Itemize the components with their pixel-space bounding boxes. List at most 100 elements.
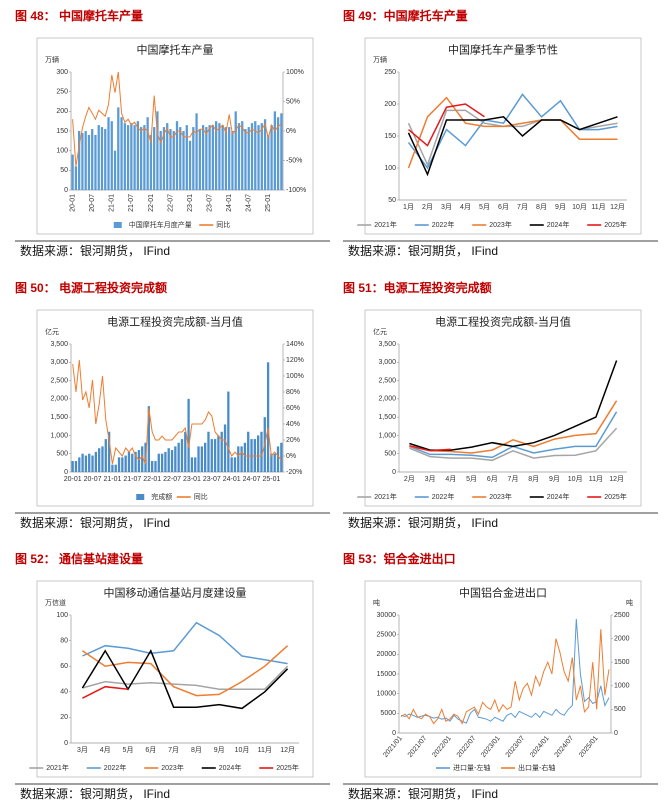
bar [197, 446, 200, 472]
x-tick-label: 6月 [145, 746, 156, 754]
legend-label: 2022年 [104, 763, 127, 772]
bar [160, 453, 164, 472]
x-tick-label: 12月 [610, 203, 625, 211]
x-tick-label: 20-07 [84, 476, 102, 483]
bar [179, 127, 182, 190]
x-tick-label: 2月 [404, 475, 415, 483]
bar [91, 129, 94, 190]
bar [237, 123, 241, 190]
x-tick-label: 22-07 [163, 476, 181, 483]
bar [126, 125, 130, 190]
bar [107, 431, 111, 472]
x-tick-label: 21-07 [128, 194, 135, 212]
line-series [409, 444, 451, 452]
bar [143, 125, 146, 190]
bar [120, 117, 123, 190]
bar [88, 453, 91, 472]
bar [260, 431, 263, 472]
bar [153, 127, 156, 190]
y-tick-label: 3,000 [50, 359, 68, 366]
bar [205, 127, 208, 190]
chart-title: 中国摩托车产量季节性 [448, 43, 558, 57]
bar [150, 461, 154, 472]
bar [280, 442, 283, 472]
bar [167, 448, 170, 472]
bar [154, 461, 157, 472]
y-tick-label: 3,000 [378, 359, 396, 366]
y2-tick-label: -50% [286, 157, 302, 164]
y2-tick-label: 20% [286, 437, 300, 444]
x-tick-label: 10月 [568, 475, 583, 483]
bar [273, 111, 276, 190]
x-tick-label: 8月 [536, 203, 547, 211]
y-unit: 亿元 [373, 327, 387, 336]
y-tick-label: 200 [56, 108, 68, 115]
y-tick-label: 150 [56, 128, 68, 135]
bar [210, 439, 213, 472]
line-series [407, 115, 618, 177]
chart-frame [364, 309, 642, 507]
y-unit: 万辆 [373, 55, 387, 64]
legend-label: 2023年 [489, 220, 512, 229]
y2-tick-label: 100% [286, 373, 304, 380]
bar [276, 446, 280, 472]
bar [180, 439, 184, 472]
y-tick-label: 40 [60, 689, 68, 696]
y-tick-label: 2,500 [378, 377, 396, 384]
x-tick-label: 4月 [100, 746, 111, 754]
y-tick-label: 50 [60, 167, 68, 174]
y-unit: 万辆 [45, 55, 59, 64]
y2-tick-label: 100% [286, 69, 304, 76]
x-tick-label: 4月 [445, 475, 456, 483]
chart-title: 中国铝合金进出口 [459, 586, 547, 600]
line-series [72, 71, 282, 167]
x-tick-label: 9月 [555, 203, 566, 211]
bar [207, 431, 210, 472]
bar [127, 451, 131, 472]
bar [94, 451, 98, 472]
bar [174, 446, 177, 472]
x-tick-label: 7月 [508, 475, 519, 483]
legend-label: 2021年 [374, 220, 397, 229]
legend-label: 完成额 [151, 492, 172, 501]
bar [247, 127, 250, 190]
y-tick-label: 1,500 [50, 414, 68, 421]
legend-label: 2025年 [604, 492, 627, 501]
figure-caption: 图 48： 中国摩托车产量 [15, 8, 143, 23]
x-tick-label: 12月 [280, 746, 295, 754]
bar [201, 125, 205, 190]
y2-unit: 吨 [626, 598, 633, 607]
y2-tick-label: 120% [286, 357, 304, 364]
x-tick-label: 25-01 [265, 194, 272, 212]
x-tick-label: 25-01 [262, 476, 280, 483]
y2-tick-label: 80% [286, 389, 300, 396]
bar [117, 107, 120, 190]
bar [223, 424, 227, 472]
bar [147, 406, 151, 472]
y2-tick-label: -20% [286, 469, 302, 476]
legend-label: 2024年 [219, 763, 242, 772]
y-tick-label: 500 [384, 451, 396, 458]
x-tick-label: 21-07 [123, 476, 141, 483]
line-series [407, 93, 618, 170]
line-series [81, 645, 289, 697]
bar [247, 431, 250, 472]
bar [74, 461, 78, 472]
line-series [409, 400, 618, 454]
x-tick-label: 3月 [425, 475, 436, 483]
figure-caption: 图 52： 通信基站建设量 [15, 551, 143, 566]
line-series [407, 96, 618, 169]
x-tick-label: 11月 [589, 475, 603, 483]
bar [231, 131, 234, 190]
bar [134, 451, 137, 472]
x-tick-label: 24-01 [226, 194, 233, 212]
y-unit: 万信道 [45, 598, 66, 607]
x-tick-label: 23-01 [187, 194, 194, 212]
chart-title: 中国移动通信基站月度建设量 [104, 586, 247, 600]
y-tick-label: 2,000 [378, 396, 396, 403]
